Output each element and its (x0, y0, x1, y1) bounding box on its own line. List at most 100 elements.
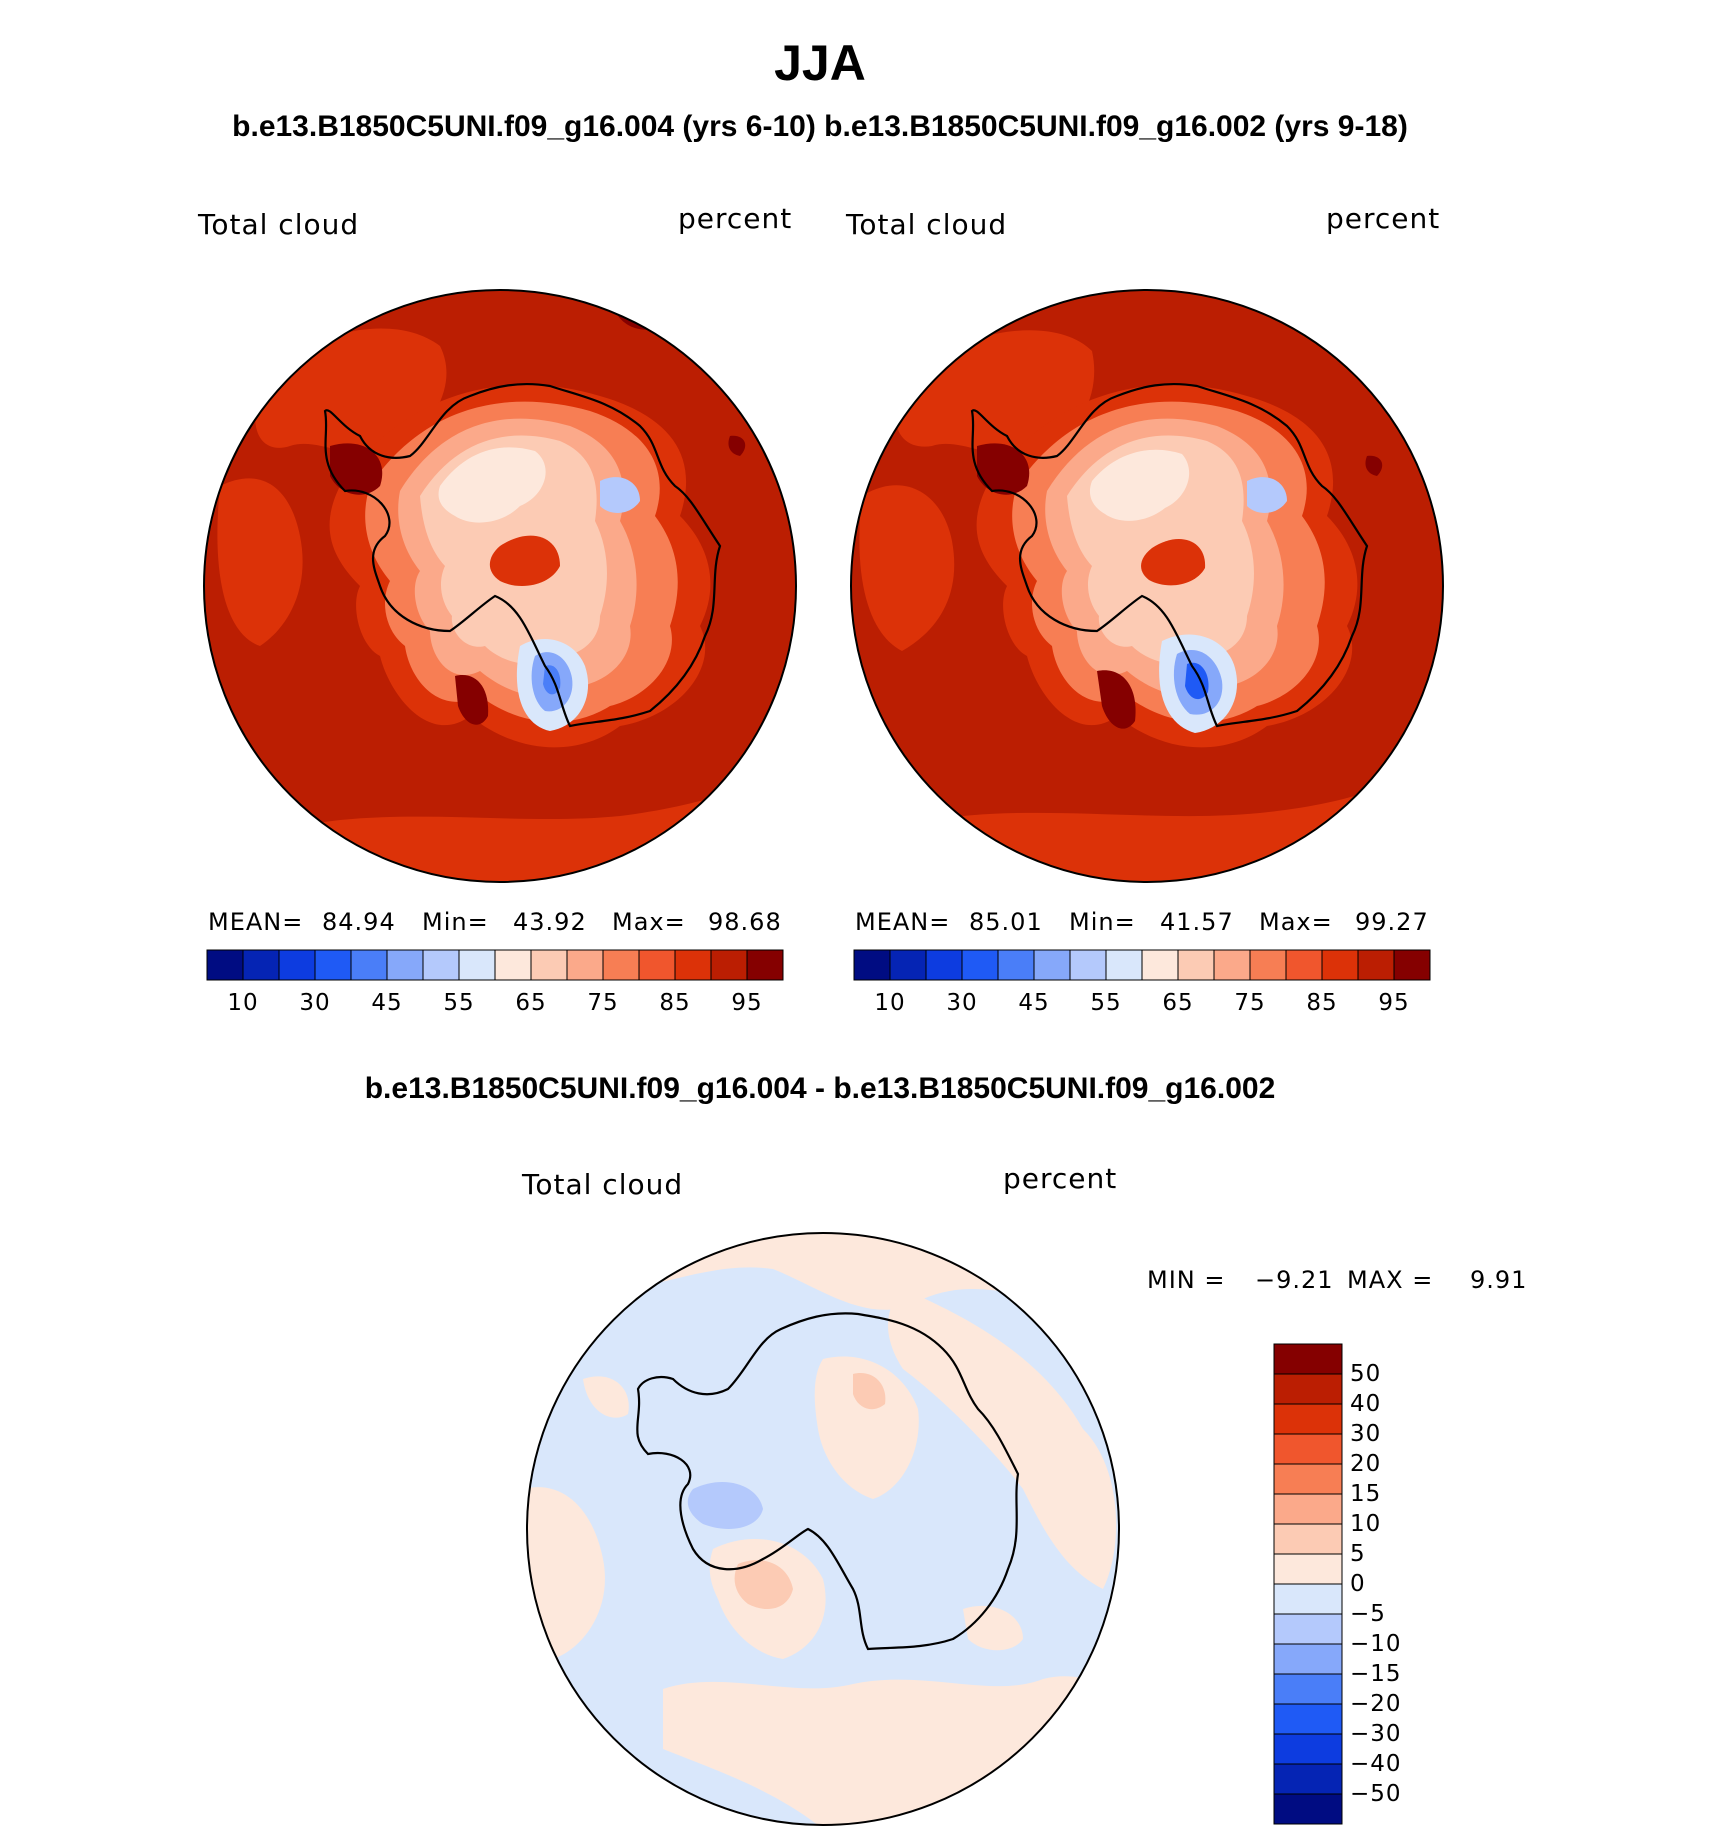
difference-polar-map (526, 1232, 1120, 1826)
panel1-colorbar (206, 949, 784, 981)
difference-colorbar-swatch (1273, 1463, 1343, 1495)
difference-colorbar-tick-label: 40 (1350, 1391, 1382, 1417)
difference-colorbar-swatch (1273, 1613, 1343, 1645)
panel2-colorbar-swatch (1105, 949, 1143, 981)
panel1-colorbar-tick-label: 10 (227, 990, 259, 1016)
panel1-max-value: 98.68 (708, 908, 782, 936)
panel1-colorbar-swatch (746, 949, 784, 981)
panel1-colorbar-swatch (674, 949, 712, 981)
panel2-colorbar-swatch (1141, 949, 1179, 981)
panel2-max-value: 99.27 (1355, 908, 1429, 936)
difference-colorbar-tick-label: 30 (1350, 1421, 1382, 1447)
difference-colorbar-swatch (1273, 1403, 1343, 1435)
panel1-colorbar-swatch (350, 949, 388, 981)
difference-colorbar-tick-label: 20 (1350, 1451, 1382, 1477)
panel2-colorbar-tick-label: 65 (1162, 990, 1194, 1016)
difference-colorbar-swatch (1273, 1343, 1343, 1375)
difference-colorbar-swatch (1273, 1763, 1343, 1795)
difference-colorbar-tick-label: 15 (1350, 1481, 1382, 1507)
difference-colorbar-tick-label: 5 (1350, 1541, 1366, 1567)
panel1-colorbar-swatch (710, 949, 748, 981)
panel2-mean-value: 85.01 (969, 908, 1043, 936)
panel1-colorbar-swatch (206, 949, 244, 981)
panel1-colorbar-swatch (602, 949, 640, 981)
panel1-min-label: Min= (422, 908, 489, 936)
panel1-colorbar-swatch (530, 949, 568, 981)
difference-colorbar-swatch (1273, 1733, 1343, 1765)
panel2-colorbar-tick-label: 95 (1378, 990, 1410, 1016)
panel2-colorbar-swatch (1321, 949, 1359, 981)
difference-coastline (636, 1312, 1020, 1651)
panel1-colorbar-tick-label: 30 (299, 990, 331, 1016)
diff-min-value: −9.21 (1255, 1266, 1334, 1294)
panel2-map-border (850, 289, 1444, 883)
panel2-colorbar-swatch (1069, 949, 1107, 981)
panel1-mean-label: MEAN= (208, 908, 304, 936)
panel1-coastline (323, 382, 722, 728)
panel2-colorbar-swatch (1357, 949, 1395, 981)
panel1-polar-map (203, 289, 797, 883)
panel2-max-label: Max= (1259, 908, 1333, 936)
panel2-colorbar-swatch (1393, 949, 1431, 981)
panel1-field (204, 290, 796, 882)
panel1-colorbar-swatch (278, 949, 316, 981)
panel1-colorbar-tick-label: 45 (371, 990, 403, 1016)
difference-colorbar-tick-label: 10 (1350, 1511, 1382, 1537)
panel2-colorbar-swatch (925, 949, 963, 981)
diff-units-label: percent (1003, 1162, 1118, 1195)
difference-colorbar-swatch (1273, 1373, 1343, 1405)
panel1-colorbar-swatch (638, 949, 676, 981)
panel1-colorbar-tick-label: 75 (587, 990, 619, 1016)
case-subtitle: b.e13.B1850C5UNI.f09_g16.004 (yrs 6-10) … (232, 110, 1408, 143)
panel1-colorbar-swatch (314, 949, 352, 981)
panel2-coastline (970, 382, 1369, 728)
diff-variable-label: Total cloud (522, 1168, 684, 1201)
panel2-colorbar-swatch (1249, 949, 1287, 981)
panel1-min-value: 43.92 (513, 908, 587, 936)
panel2-colorbar-swatch (1285, 949, 1323, 981)
difference-colorbar-swatch (1273, 1793, 1343, 1825)
panel2-colorbar-swatch (1213, 949, 1251, 981)
difference-colorbar-swatch (1273, 1553, 1343, 1585)
difference-colorbar-tick-label: −20 (1350, 1691, 1402, 1717)
panel1-colorbar-tick-label: 85 (659, 990, 691, 1016)
panel2-colorbar-swatch (889, 949, 927, 981)
panel1-colorbar-swatch (494, 949, 532, 981)
panel2-min-value: 41.57 (1160, 908, 1234, 936)
difference-colorbar-tick-label: −30 (1350, 1721, 1402, 1747)
difference-colorbar (1273, 1343, 1343, 1825)
panel1-mean-value: 84.94 (322, 908, 396, 936)
difference-colorbar-swatch (1273, 1583, 1343, 1615)
panel1-map-border (203, 289, 797, 883)
difference-colorbar-tick-label: 50 (1350, 1361, 1382, 1387)
difference-colorbar-tick-label: −5 (1350, 1601, 1386, 1627)
diff-max-label: MAX = (1347, 1266, 1434, 1294)
difference-field (527, 1233, 1119, 1825)
difference-colorbar-swatch (1273, 1493, 1343, 1525)
difference-subtitle: b.e13.B1850C5UNI.f09_g16.004 - b.e13.B18… (364, 1072, 1276, 1105)
difference-colorbar-swatch (1273, 1703, 1343, 1735)
panel2-polar-map (850, 289, 1444, 883)
panel1-colorbar-swatch (566, 949, 604, 981)
diff-min-label: MIN = (1147, 1266, 1226, 1294)
panel2-colorbar-tick-label: 45 (1018, 990, 1050, 1016)
panel2-colorbar-swatch (1033, 949, 1071, 981)
panel1-colorbar-tick-label: 95 (731, 990, 763, 1016)
difference-colorbar-swatch (1273, 1523, 1343, 1555)
panel2-colorbar-swatch (853, 949, 891, 981)
panel1-variable-label: Total cloud (198, 208, 360, 241)
panel2-colorbar-tick-label: 10 (874, 990, 906, 1016)
panel1-colorbar-tick-label: 55 (443, 990, 475, 1016)
panel2-colorbar-tick-label: 85 (1306, 990, 1338, 1016)
panel1-colorbar-swatch (458, 949, 496, 981)
diff-max-value: 9.91 (1470, 1266, 1528, 1294)
difference-colorbar-tick-label: −10 (1350, 1631, 1402, 1657)
panel2-colorbar-tick-label: 55 (1090, 990, 1122, 1016)
panel2-min-label: Min= (1069, 908, 1136, 936)
difference-colorbar-tick-label: −50 (1350, 1781, 1402, 1807)
difference-colorbar-tick-label: 0 (1350, 1571, 1366, 1597)
difference-colorbar-tick-label: −40 (1350, 1751, 1402, 1777)
panel2-colorbar-swatch (997, 949, 1035, 981)
panel2-field (851, 290, 1443, 882)
panel2-colorbar (853, 949, 1431, 981)
